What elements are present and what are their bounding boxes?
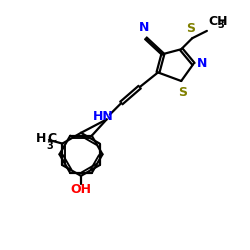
Text: H: H [36, 132, 46, 145]
Text: N: N [197, 58, 207, 70]
Text: OH: OH [70, 183, 92, 196]
Text: HN: HN [92, 110, 114, 123]
Text: 3: 3 [217, 20, 224, 30]
Text: 3: 3 [46, 141, 53, 151]
Text: C: C [48, 132, 57, 145]
Text: S: S [186, 22, 196, 35]
Text: CH: CH [208, 16, 228, 28]
Text: S: S [178, 86, 187, 99]
Text: N: N [139, 21, 150, 34]
